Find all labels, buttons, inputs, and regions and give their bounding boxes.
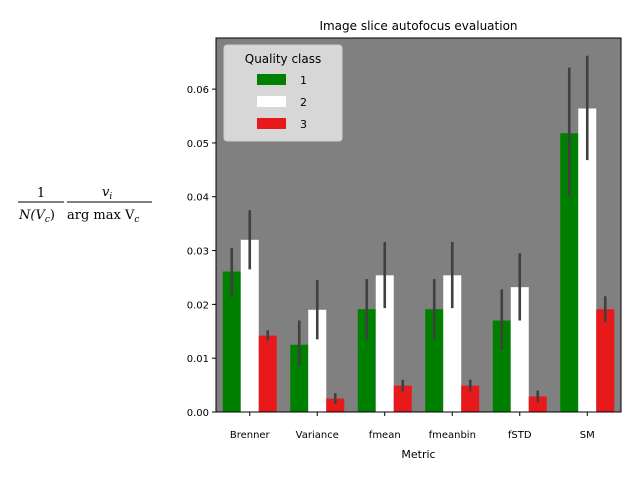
bar-sm-class-2 <box>578 108 597 413</box>
y-tick-label: 0.06 <box>187 85 209 96</box>
error-bars <box>230 55 607 404</box>
y-axis-label: 1 N(Vc) vi arg max Vc <box>18 185 152 225</box>
y-tick-label: 0.00 <box>187 408 209 419</box>
bar-sm-class-3 <box>596 309 615 412</box>
y-axis: 0.00 0.01 0.02 0.03 0.04 0.05 0.06 <box>187 85 216 419</box>
y-tick-label: 0.05 <box>187 139 209 150</box>
legend-title: Quality class <box>245 52 321 66</box>
x-axis: Brenner Variance fmean fmeanbin fSTD SM <box>230 412 595 441</box>
chart-title: Image slice autofocus evaluation <box>319 19 517 33</box>
x-tick-label-fstd: fSTD <box>508 430 532 441</box>
x-tick-label-variance: Variance <box>296 430 339 441</box>
x-tick-label-fmean: fmean <box>369 430 401 441</box>
bar-fstd-class-1 <box>492 320 511 412</box>
bar-variance-class-3 <box>326 398 345 412</box>
ylabel-numerator-right: vi <box>102 185 112 202</box>
bar-fmean-class-1 <box>357 309 376 412</box>
bar-brenner-class-1 <box>222 271 241 412</box>
legend-label-class-1: 1 <box>300 74 307 87</box>
bar-fmeanbin-class-1 <box>425 309 444 412</box>
bar-fstd-class-3 <box>528 396 547 412</box>
x-tick-label-sm: SM <box>580 430 595 441</box>
legend-box <box>223 44 343 142</box>
x-tick-label-fmeanbin: fmeanbin <box>429 430 476 441</box>
legend-swatch-class-2 <box>257 96 286 107</box>
bar-fmeanbin-class-2 <box>443 275 462 412</box>
bar-variance-class-2 <box>308 309 327 412</box>
legend-swatch-class-3 <box>257 118 286 129</box>
bar-fmean-class-2 <box>375 275 394 412</box>
bar-variance-class-1 <box>290 344 309 412</box>
legend: Quality class 1 2 3 <box>223 44 343 142</box>
y-tick-label: 0.04 <box>187 193 209 204</box>
ylabel-denominator-right: arg max Vc <box>67 208 139 225</box>
bar-brenner-class-2 <box>240 239 259 412</box>
bar-sm-class-1 <box>560 133 579 412</box>
legend-label-class-2: 2 <box>300 96 307 109</box>
plot-frame <box>215 37 622 413</box>
bar-fmeanbin-class-3 <box>461 385 480 412</box>
ylabel-denominator-left: N(Vc) <box>18 208 55 225</box>
bar-brenner-class-3 <box>258 335 277 412</box>
y-tick-label: 0.01 <box>187 354 209 365</box>
ylabel-numerator-left: 1 <box>37 186 45 201</box>
legend-swatch-class-1 <box>257 74 286 85</box>
x-axis-label: Metric <box>401 448 435 461</box>
y-tick-label: 0.02 <box>187 300 209 311</box>
bar-fmean-class-3 <box>393 385 412 412</box>
legend-label-class-3: 3 <box>300 118 307 131</box>
bar-fstd-class-2 <box>510 287 529 412</box>
y-tick-label: 0.03 <box>187 247 209 258</box>
bars <box>222 108 615 413</box>
x-tick-label-brenner: Brenner <box>230 430 271 441</box>
legend-items: 1 2 3 <box>257 74 307 131</box>
